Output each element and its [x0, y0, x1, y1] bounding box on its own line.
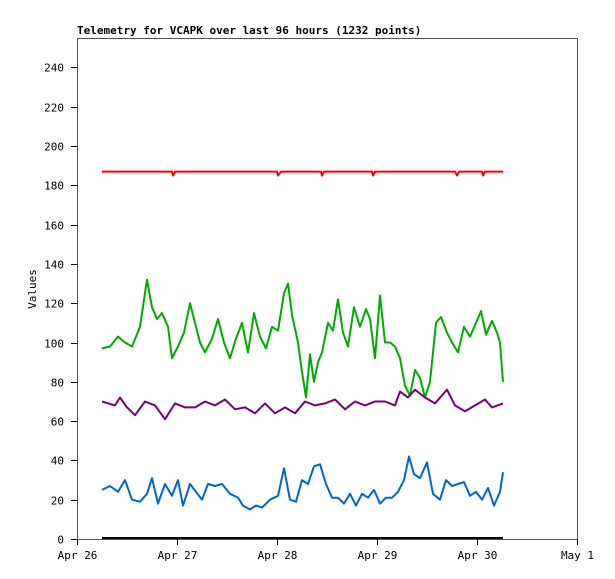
x-tick-label: Apr 28 [258, 549, 298, 562]
y-tick-label: 40 [51, 455, 64, 468]
y-tick-label: 100 [44, 338, 64, 351]
y-tick-label: 240 [44, 62, 64, 75]
y-tick-label: 0 [57, 534, 64, 547]
x-tick-label: Apr 27 [158, 549, 198, 562]
y-tick-label: 120 [44, 298, 64, 311]
x-tick-label: Apr 30 [458, 549, 498, 562]
y-tick-label: 160 [44, 220, 64, 233]
y-tick-label: 80 [51, 377, 64, 390]
y-tick-label: 60 [51, 416, 64, 429]
series-line-purple [101, 388, 504, 421]
series-line-blue [101, 455, 504, 511]
series-line-green [101, 278, 504, 399]
y-tick-label: 140 [44, 259, 64, 272]
y-tick-label: 180 [44, 180, 64, 193]
plot-area [77, 38, 578, 540]
y-tick-label: 220 [44, 102, 64, 115]
y-tick-label: 20 [51, 495, 64, 508]
chart-title: Telemetry for VCAPK over last 96 hours (… [77, 24, 421, 37]
x-tick-label: May 1 [561, 549, 594, 562]
y-tick-label: 200 [44, 141, 64, 154]
y-axis-label: Values [26, 269, 39, 309]
series-line-red [102, 170, 503, 177]
x-tick-label: Apr 29 [358, 549, 398, 562]
x-tick-label: Apr 26 [58, 549, 98, 562]
